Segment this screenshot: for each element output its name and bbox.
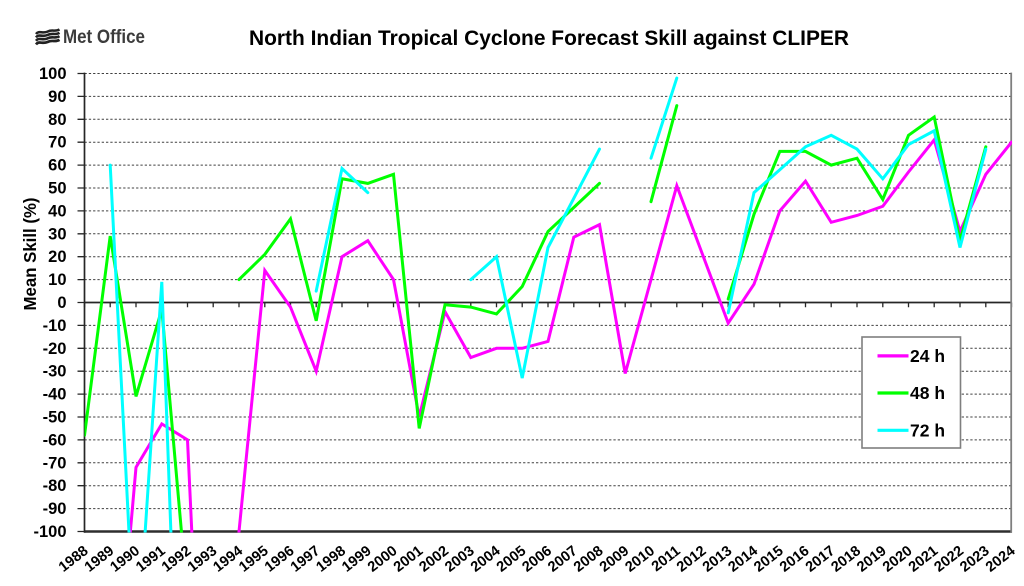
svg-text:-40: -40 xyxy=(43,386,67,404)
svg-text:60: 60 xyxy=(48,157,66,175)
svg-text:-100: -100 xyxy=(33,523,66,541)
svg-text:20: 20 xyxy=(48,248,66,266)
svg-text:-80: -80 xyxy=(43,477,67,495)
svg-text:0: 0 xyxy=(57,294,66,312)
svg-text:North Indian Tropical Cyclone: North Indian Tropical Cyclone Forecast S… xyxy=(249,27,849,50)
svg-text:-50: -50 xyxy=(43,409,67,427)
svg-text:50: 50 xyxy=(48,180,66,198)
svg-text:10: 10 xyxy=(48,271,66,289)
svg-text:-70: -70 xyxy=(43,454,67,472)
svg-text:Mean Skill (%): Mean Skill (%) xyxy=(20,198,40,311)
svg-text:72 h: 72 h xyxy=(910,421,945,441)
svg-text:-20: -20 xyxy=(43,340,67,358)
svg-text:80: 80 xyxy=(48,111,66,129)
svg-text:48 h: 48 h xyxy=(910,383,945,403)
svg-text:-60: -60 xyxy=(43,431,67,449)
svg-text:24 h: 24 h xyxy=(910,346,945,366)
svg-text:70: 70 xyxy=(48,134,66,152)
svg-text:40: 40 xyxy=(48,202,66,220)
svg-text:-90: -90 xyxy=(43,500,67,518)
svg-text:90: 90 xyxy=(48,88,66,106)
svg-text:100: 100 xyxy=(39,65,67,83)
svg-text:-30: -30 xyxy=(43,363,67,381)
svg-text:-10: -10 xyxy=(43,317,67,335)
svg-text:Met Office: Met Office xyxy=(63,27,145,48)
svg-text:30: 30 xyxy=(48,225,66,243)
